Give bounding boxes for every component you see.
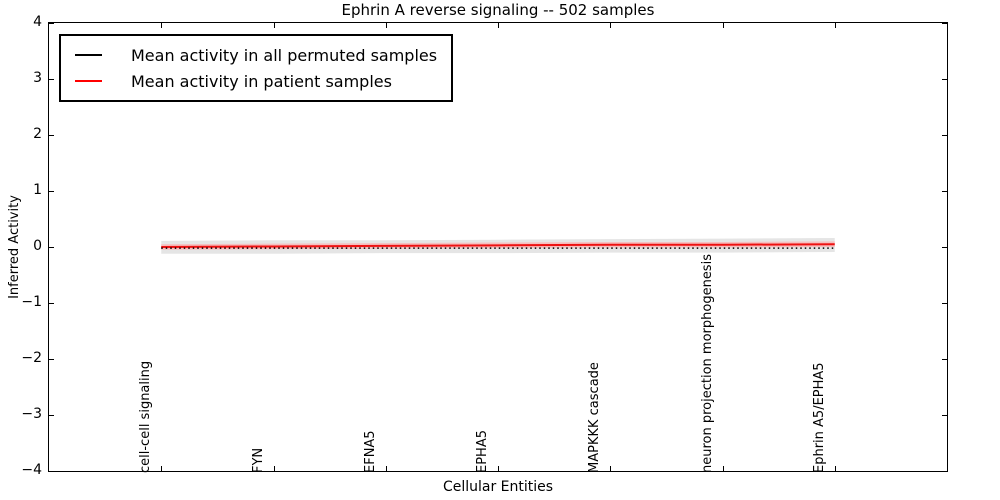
- y-tick-left: [49, 79, 54, 80]
- y-tick-left: [49, 23, 54, 24]
- y-tick-label: 0: [33, 238, 42, 254]
- y-tick-right: [942, 471, 947, 472]
- legend-entry-patient: Mean activity in patient samples: [75, 69, 437, 93]
- y-tick-right: [942, 79, 947, 80]
- y-tick-left: [49, 247, 54, 248]
- x-tick-label: EFNA5: [363, 430, 378, 473]
- x-tick-bottom: [161, 466, 162, 471]
- y-tick-right: [942, 247, 947, 248]
- legend-label: Mean activity in all permuted samples: [131, 45, 438, 65]
- y-tick-label: −2: [21, 350, 42, 366]
- x-tick-top: [161, 23, 162, 28]
- y-tick-right: [942, 359, 947, 360]
- y-tick-label: −4: [21, 462, 42, 478]
- y-tick-label: 2: [33, 126, 42, 142]
- x-tick-bottom: [610, 466, 611, 471]
- x-tick-bottom: [723, 466, 724, 471]
- x-tick-top: [274, 23, 275, 28]
- y-tick-right: [942, 23, 947, 24]
- y-tick-label: 4: [33, 14, 42, 30]
- x-tick-top: [498, 23, 499, 28]
- y-tick-left: [49, 135, 54, 136]
- x-tick-label: cell-cell signaling: [138, 360, 153, 473]
- y-tick-right: [942, 135, 947, 136]
- legend: Mean activity in all permuted samples Me…: [59, 34, 454, 102]
- x-tick-bottom: [274, 466, 275, 471]
- y-tick-left: [49, 191, 54, 192]
- legend-entry-permuted: Mean activity in all permuted samples: [75, 43, 437, 67]
- x-tick-label: neuron projection morphogenesis: [700, 254, 715, 473]
- x-tick-top: [835, 23, 836, 28]
- x-tick-label: MAPKKK cascade: [587, 362, 602, 473]
- x-tick-label: Ephrin A5/EPHA5: [812, 362, 827, 473]
- x-tick-label: FYN: [251, 447, 266, 473]
- x-axis-label: Cellular Entities: [442, 479, 554, 495]
- chart-title: Ephrin A reverse signaling -- 502 sample…: [341, 1, 655, 19]
- legend-line-sample-red: [75, 80, 102, 82]
- y-tick-label: 1: [33, 182, 42, 198]
- y-tick-left: [49, 303, 54, 304]
- patient-mean-line: [161, 243, 835, 248]
- y-tick-left: [49, 471, 54, 472]
- legend-line-sample-black: [75, 54, 102, 56]
- x-tick-top: [386, 23, 387, 28]
- y-tick-left: [49, 359, 54, 360]
- y-tick-label: −3: [21, 406, 42, 422]
- x-tick-bottom: [498, 466, 499, 471]
- x-tick-label: EPHA5: [475, 430, 490, 473]
- x-tick-top: [610, 23, 611, 28]
- x-tick-top: [723, 23, 724, 28]
- y-tick-labels: 4 3 2 1 0 −1 −2 −3 −4: [0, 0, 42, 500]
- y-tick-label: 3: [33, 70, 42, 86]
- y-tick-left: [49, 415, 54, 416]
- x-tick-bottom: [386, 466, 387, 471]
- y-tick-right: [942, 415, 947, 416]
- y-tick-label: −1: [21, 294, 42, 310]
- y-tick-right: [942, 303, 947, 304]
- plot-canvas: [161, 238, 835, 254]
- x-tick-bottom: [835, 466, 836, 471]
- legend-label: Mean activity in patient samples: [131, 71, 392, 91]
- plot-area: cell-cell signaling FYN EFNA5 EPHA5 MAPKKK c…: [48, 22, 948, 473]
- y-tick-right: [942, 191, 947, 192]
